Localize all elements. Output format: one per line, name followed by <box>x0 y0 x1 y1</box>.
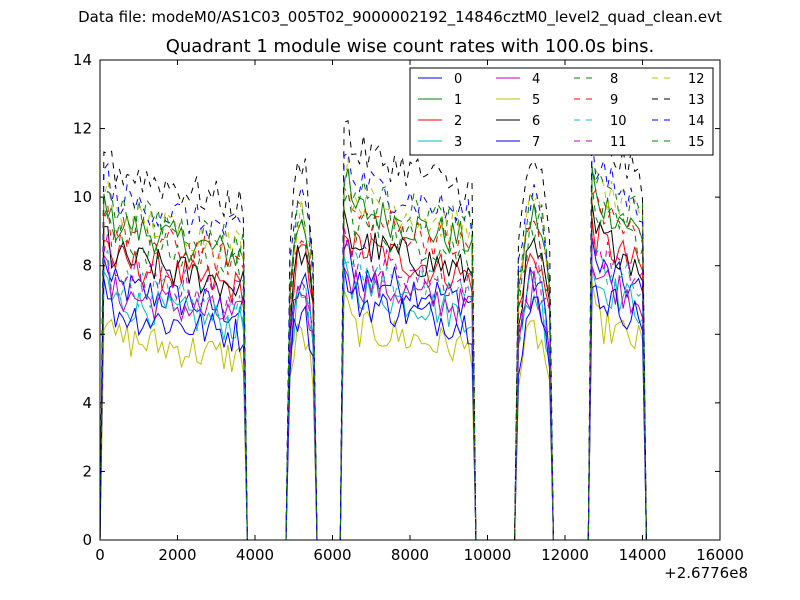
series-line-6 <box>100 202 647 540</box>
y-tick-label: 8 <box>82 257 92 275</box>
figure-suptitle: Data file: modeM0/AS1C03_005T02_90000021… <box>78 8 722 26</box>
series-line-1 <box>100 168 647 540</box>
x-tick-label: 4000 <box>236 546 274 564</box>
x-tick-label: 14000 <box>619 546 667 564</box>
x-tick-label: 12000 <box>541 546 589 564</box>
legend-label-9: 9 <box>610 93 618 108</box>
series-line-8 <box>100 185 647 540</box>
legend-label-3: 3 <box>454 135 462 150</box>
y-tick-label: 0 <box>82 531 92 549</box>
series-line-10 <box>100 240 647 540</box>
legend-label-7: 7 <box>532 135 540 150</box>
series-line-4 <box>100 253 647 540</box>
x-tick-label: 2000 <box>158 546 196 564</box>
legend-label-6: 6 <box>532 114 540 129</box>
legend-label-8: 8 <box>610 72 618 87</box>
legend-label-14: 14 <box>688 114 705 129</box>
legend-label-5: 5 <box>532 93 540 108</box>
y-tick-label: 14 <box>73 51 92 69</box>
y-tick-label: 12 <box>73 120 92 138</box>
series-layer <box>100 105 647 540</box>
y-tick-label: 4 <box>82 394 92 412</box>
series-line-15 <box>100 166 647 540</box>
x-offset-label: +2.6776e8 <box>664 564 748 582</box>
chart-title: Quadrant 1 module wise count rates with … <box>165 36 655 57</box>
series-line-9 <box>100 186 647 540</box>
legend-label-10: 10 <box>610 114 627 129</box>
x-tick-label: 0 <box>95 546 105 564</box>
legend-label-1: 1 <box>454 93 462 108</box>
legend-label-4: 4 <box>532 72 540 87</box>
legend-label-2: 2 <box>454 114 462 129</box>
y-tick-label: 10 <box>73 188 92 206</box>
y-tick-label: 6 <box>82 325 92 343</box>
legend-label-11: 11 <box>610 135 627 150</box>
series-line-11 <box>100 225 647 540</box>
series-line-13 <box>100 105 647 540</box>
series-line-0 <box>100 238 647 540</box>
legend-box <box>409 67 714 156</box>
series-line-14 <box>100 137 647 540</box>
x-tick-label: 16000 <box>696 546 744 564</box>
legend-label-12: 12 <box>688 72 705 87</box>
series-line-3 <box>100 256 647 540</box>
series-line-7 <box>100 267 647 540</box>
x-tick-label: 10000 <box>464 546 512 564</box>
legend-label-0: 0 <box>454 72 462 87</box>
series-line-2 <box>100 218 647 540</box>
x-tick-label: 8000 <box>391 546 429 564</box>
y-tick-label: 2 <box>82 462 92 480</box>
legend-label-15: 15 <box>688 135 705 150</box>
series-line-5 <box>100 280 647 540</box>
ticks-layer: 0 2000 4000 6000 8000 10000 12000 14000 16000 0 2 4… <box>73 51 744 564</box>
x-tick-label: 6000 <box>313 546 351 564</box>
legend-label-13: 13 <box>688 93 705 108</box>
